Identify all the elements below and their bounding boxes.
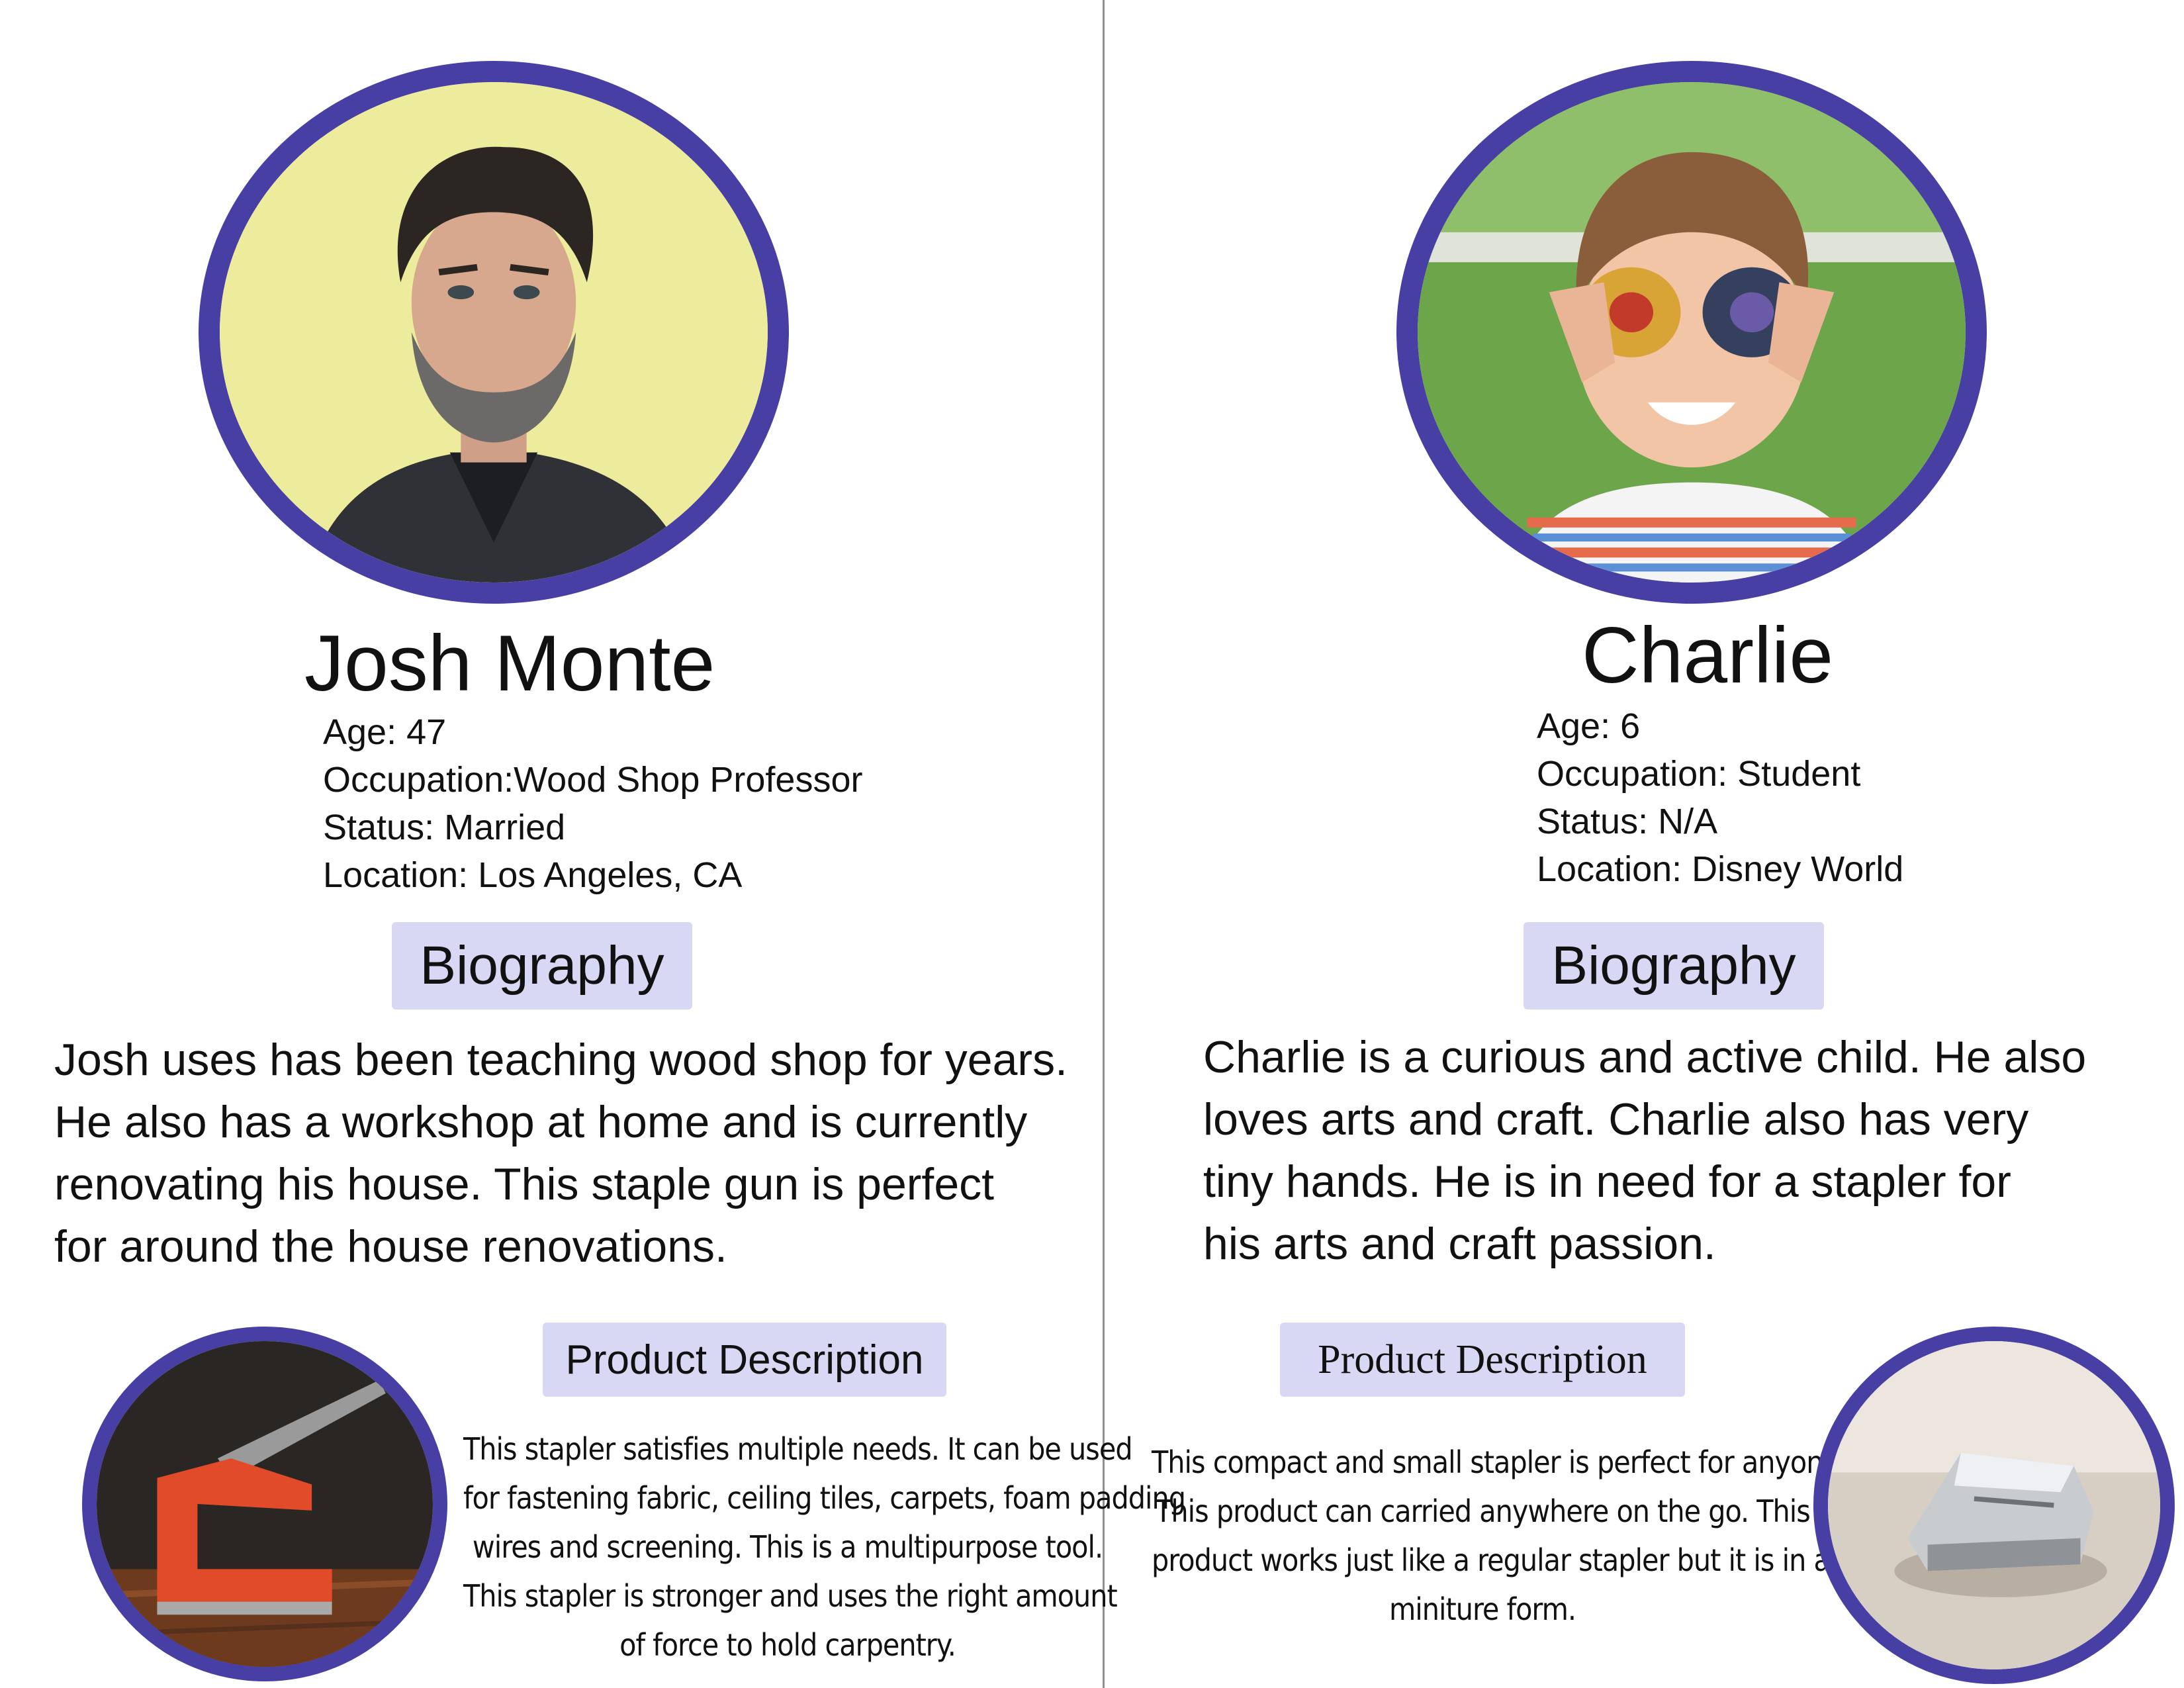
man-portrait-photo (199, 61, 789, 604)
product-line: This stapler is stronger and uses the ri… (463, 1578, 1118, 1614)
persona-facts: Age: 47 Occupation:Wood Shop Professor S… (323, 708, 862, 899)
biography-line: for around the house renovations. (54, 1221, 727, 1272)
product-description-text: This compact and small stapler is perfec… (1152, 1438, 1848, 1634)
biography-line: loves arts and craft. Charlie also has v… (1203, 1094, 2029, 1145)
status-fact: Status: Married (323, 808, 566, 847)
product-description-heading: Product Description (1280, 1323, 1685, 1397)
biography-line: renovating his house. This staple gun is… (54, 1159, 995, 1209)
product-line: This stapler satisfies multiple needs. I… (463, 1431, 1133, 1467)
persona-name: Charlie (1582, 611, 1834, 700)
persona-name: Josh Monte (304, 619, 715, 708)
product-description-heading: Product Description (543, 1323, 946, 1397)
column-divider (1103, 0, 1105, 1688)
red-staple-gun-photo (82, 1327, 447, 1681)
location-fact: Location: Disney World (1537, 849, 1904, 889)
product-line: wires and screening. This is a multipurp… (472, 1529, 1103, 1565)
biography-line: Charlie is a curious and active child. H… (1203, 1032, 2087, 1082)
biography-line: Josh uses has been teaching wood shop fo… (54, 1035, 1068, 1085)
biography-heading: Biography (1524, 922, 1824, 1009)
occupation-fact: Occupation:Wood Shop Professor (323, 760, 863, 800)
boy-portrait-icon (1418, 82, 1966, 583)
mini-stapler-photo (1813, 1327, 2175, 1684)
location-fact: Location: Los Angeles, CA (323, 855, 743, 895)
product-line: This compact and small stapler is perfec… (1152, 1444, 1848, 1480)
product-line: for fastening fabric, ceiling tiles, car… (463, 1480, 1186, 1516)
age-fact: Age: 47 (323, 712, 447, 752)
product-line: This product can carried anywhere on the… (1155, 1493, 1811, 1529)
product-line: product works just like a regular staple… (1152, 1542, 1831, 1578)
product-line: miniture form. (1388, 1591, 1576, 1627)
mini-stapler-icon (1828, 1341, 2160, 1669)
boy-portrait-photo (1396, 61, 1987, 604)
occupation-fact: Occupation: Student (1537, 754, 1861, 794)
persona-facts: Age: 6 Occupation: Student Status: N/A L… (1537, 702, 1903, 893)
biography-text: Josh uses has been teaching wood shop fo… (54, 1029, 1068, 1278)
biography-line: tiny hands. He is in need for a stapler … (1203, 1156, 2011, 1207)
biography-heading: Biography (392, 922, 692, 1009)
product-line: of force to hold carpentry. (619, 1627, 956, 1663)
product-description-text: This stapler satisfies multiple needs. I… (463, 1425, 1186, 1669)
biography-line: He also has a workshop at home and is cu… (54, 1097, 1028, 1147)
man-portrait-icon (220, 82, 768, 583)
status-fact: Status: N/A (1537, 802, 1718, 841)
staple-gun-icon (97, 1341, 433, 1667)
biography-text: Charlie is a curious and active child. H… (1203, 1026, 2086, 1275)
age-fact: Age: 6 (1537, 706, 1641, 746)
biography-line: his arts and craft passion. (1203, 1219, 1716, 1269)
